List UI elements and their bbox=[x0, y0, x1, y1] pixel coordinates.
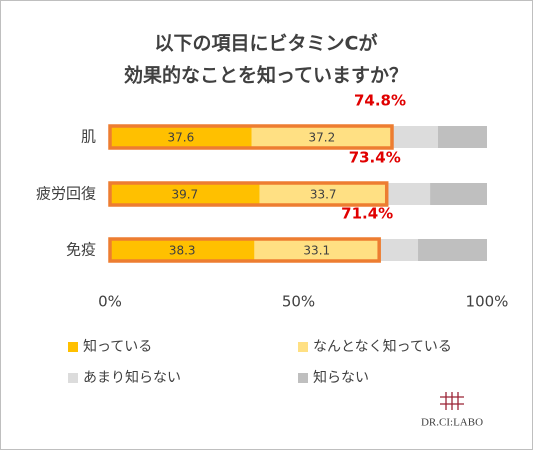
legend-label: 知らない bbox=[313, 369, 369, 386]
bar-segment bbox=[430, 183, 487, 205]
bar-segment bbox=[110, 183, 260, 205]
data-label: 39.7 bbox=[171, 188, 198, 202]
y-tick-label: 疲労回復 bbox=[36, 185, 96, 203]
data-label: 37.6 bbox=[168, 131, 195, 145]
bar-segment bbox=[437, 126, 487, 148]
highlight-outline bbox=[108, 124, 394, 150]
chart-title: 以下の項目にビタミンCが bbox=[155, 32, 378, 55]
legend-swatch bbox=[298, 342, 308, 352]
logo-text: DR.CI:LABO bbox=[421, 417, 483, 429]
legend-swatch bbox=[68, 373, 78, 383]
x-tick-label: 100% bbox=[466, 293, 509, 311]
bar-segment bbox=[418, 239, 487, 261]
bar-segment bbox=[259, 183, 387, 205]
chart-title: 効果的なことを知っていますか？ bbox=[124, 64, 408, 87]
data-label: 33.7 bbox=[310, 188, 337, 202]
bar-segment bbox=[379, 239, 419, 261]
legend-swatch bbox=[298, 373, 308, 383]
y-tick-label: 免疫 bbox=[66, 241, 96, 259]
bar-segment bbox=[110, 239, 255, 261]
data-label: 38.3 bbox=[169, 244, 196, 258]
bar-segment bbox=[251, 126, 392, 148]
annotation: 74.8% bbox=[354, 92, 406, 110]
highlight-outline bbox=[108, 237, 381, 263]
bar-segment bbox=[391, 126, 438, 148]
data-label: 37.2 bbox=[309, 131, 336, 145]
bar-segment bbox=[110, 126, 252, 148]
highlight-outline bbox=[108, 181, 389, 207]
bar-segment bbox=[254, 239, 380, 261]
logo: DR.CI:LABO bbox=[421, 392, 483, 429]
legend-label: なんとなく知っている bbox=[313, 338, 452, 355]
legend-label: あまり知らない bbox=[83, 369, 181, 386]
data-label: 33.1 bbox=[303, 244, 330, 258]
bar-segment bbox=[386, 183, 431, 205]
annotation: 71.4% bbox=[341, 205, 393, 223]
y-tick-label: 肌 bbox=[81, 128, 96, 146]
annotation: 73.4% bbox=[349, 149, 401, 167]
legend-label: 知っている bbox=[83, 338, 152, 355]
x-tick-label: 0% bbox=[98, 293, 122, 311]
x-tick-label: 50% bbox=[282, 293, 315, 311]
legend-swatch bbox=[68, 342, 78, 352]
